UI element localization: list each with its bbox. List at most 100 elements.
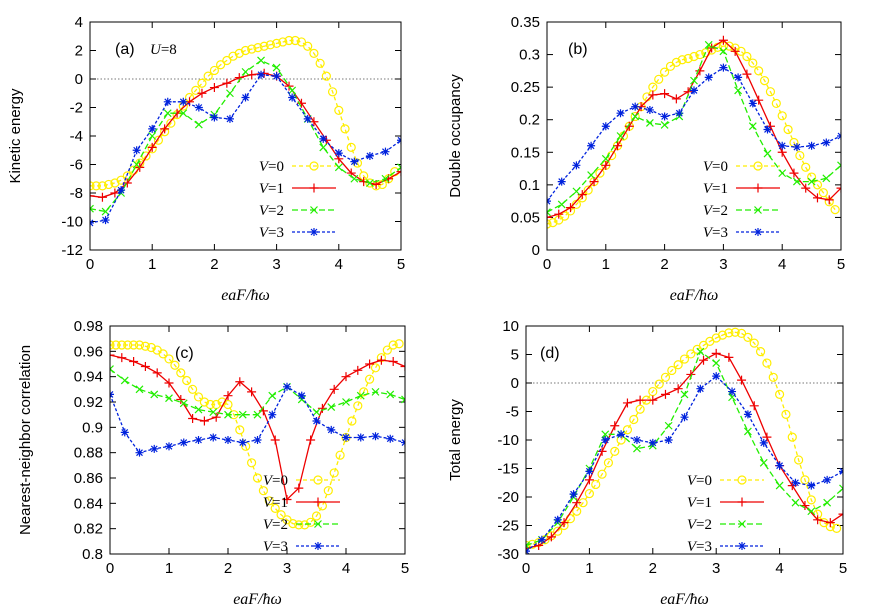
y-tick-label: 0 (511, 375, 519, 392)
data-point (164, 354, 174, 364)
data-point (778, 169, 787, 178)
legend: V=0 V=1 V=2 V=3 (687, 473, 764, 555)
data-point (830, 205, 840, 215)
data-point (223, 399, 233, 410)
data-point (264, 496, 274, 506)
x-tick-label: 2 (210, 256, 218, 273)
panel-a: 0 1 2 3 4 5 -12 -10 -8 -6 -4 -2 0 2 4 eaF/ħω Kinetic ene… (7, 14, 405, 304)
data-point (737, 497, 747, 507)
x-tick-label: 5 (839, 560, 847, 577)
data-point (765, 87, 776, 97)
y-tick-label: 0 (75, 71, 83, 88)
data-point (749, 401, 759, 411)
data-point (282, 495, 292, 505)
data-point (754, 206, 762, 214)
legend-label: V=1 (263, 495, 288, 511)
series-line (526, 375, 843, 552)
y-tick-label: -20 (497, 489, 519, 506)
panel-label: (d) (540, 345, 560, 362)
data-point (748, 99, 757, 108)
data-point (284, 35, 294, 46)
y-axis-label: Nearest-neighbor correlation (17, 345, 34, 535)
data-point (728, 387, 737, 396)
data-point (209, 83, 219, 93)
data-point (738, 520, 746, 528)
data-point (680, 390, 689, 399)
data-point (584, 475, 594, 485)
data-point (801, 162, 811, 172)
data-point (734, 73, 743, 82)
data-point (335, 450, 345, 460)
y-axis-label: Kinetic energy (7, 88, 24, 184)
data-point (557, 177, 566, 186)
y-tick-label: 0.84 (74, 495, 103, 512)
data-point (734, 86, 743, 95)
data-point (165, 394, 173, 403)
data-point (359, 387, 369, 397)
data-point (310, 206, 318, 214)
data-point (822, 138, 831, 147)
data-point (90, 181, 95, 191)
data-point (633, 444, 641, 453)
series-v3 (90, 70, 401, 227)
data-point (365, 359, 375, 369)
data-point (603, 458, 614, 468)
data-point (742, 69, 752, 79)
data-point (353, 401, 363, 411)
data-point (306, 435, 316, 445)
y-tick-label: -2 (70, 100, 83, 117)
data-point (346, 142, 356, 152)
x-tick-label: 1 (602, 256, 610, 273)
data-point (294, 520, 304, 530)
data-point (654, 379, 664, 389)
legend: V=0 V=1 V=2 V=3 (703, 159, 780, 241)
series-line (526, 352, 843, 549)
data-point (313, 475, 323, 485)
data-point (197, 78, 207, 88)
data-point (197, 88, 207, 98)
y-tick-label: 0.94 (74, 369, 103, 386)
data-point (730, 327, 740, 337)
data-point (110, 365, 114, 373)
data-point (548, 218, 558, 228)
data-point (778, 141, 787, 150)
x-tick-label: 4 (775, 560, 783, 577)
data-point (117, 340, 127, 350)
data-point (795, 150, 805, 161)
plot-frame (546, 21, 842, 251)
data-point (123, 340, 133, 350)
panel-b: 0 1 2 3 4 5 0 0.05 0.1 0.15 0.2 0.25 0.3 0.35 eaF/ħω Do… (447, 14, 845, 304)
data-point (635, 404, 645, 414)
data-point (824, 195, 834, 205)
data-point (329, 468, 339, 478)
data-point (209, 65, 219, 76)
legend-label: V=1 (259, 181, 284, 197)
data-point (209, 408, 218, 417)
data-point (176, 368, 186, 378)
data-point (774, 389, 785, 399)
legend-label: V=3 (263, 539, 288, 555)
data-point (400, 362, 405, 372)
data-point (97, 192, 107, 202)
data-point (341, 372, 351, 382)
data-point (132, 146, 141, 155)
data-point (689, 51, 699, 62)
data-point (222, 78, 232, 88)
plot-frame (109, 325, 406, 555)
y-axis-label: Total energy (447, 399, 464, 481)
data-point (238, 438, 247, 447)
plot-area (110, 339, 405, 530)
data-point (146, 342, 156, 353)
data-point (311, 511, 322, 521)
legend-label: V=3 (687, 539, 712, 555)
data-point (763, 149, 772, 158)
data-point (792, 143, 801, 152)
data-point (601, 430, 610, 439)
x-tick-label: 0 (543, 256, 551, 273)
data-point (120, 376, 129, 385)
data-point (194, 405, 203, 414)
data-point (743, 332, 753, 342)
data-point (712, 372, 721, 381)
legend: V=0 V=1 V=2 V=3 (259, 159, 336, 241)
data-point (789, 168, 799, 178)
